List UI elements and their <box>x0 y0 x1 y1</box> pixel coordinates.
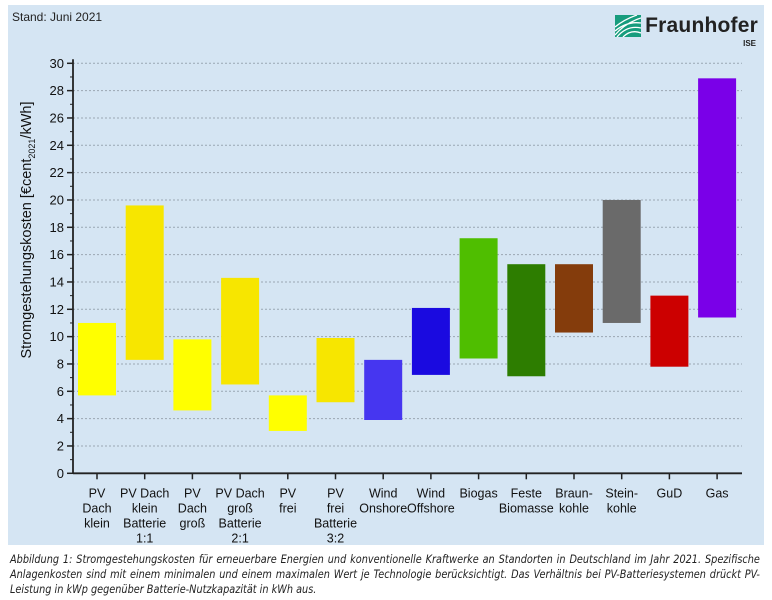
y-axis-label-sub: 2021 <box>27 139 37 159</box>
x-tick-label: PV frei Batterie 3:2 <box>314 486 357 545</box>
x-tick-label-line: Offshore <box>407 501 455 515</box>
x-tick-label-line: kohle <box>607 501 637 515</box>
x-tick-label-line: 2:1 <box>231 531 248 545</box>
x-tick-label: Feste Biomasse <box>499 486 554 515</box>
y-tick-label: 2 <box>57 438 64 453</box>
y-tick-label: 20 <box>50 192 64 207</box>
x-tick-label-line: kohle <box>559 501 589 515</box>
bar-pv-dach-klein <box>78 322 116 396</box>
x-tick-label-line: groß <box>227 501 253 515</box>
x-tick-label-line: Gas <box>706 486 729 500</box>
x-tick-label-line: Wind <box>417 486 446 500</box>
x-tick-label-line: Onshore <box>359 501 407 515</box>
x-tick-label: PV frei <box>279 486 297 515</box>
y-axis-label-main: Stromgestehungskosten [€cent <box>19 159 35 359</box>
x-tick-label-line: Batterie <box>219 516 262 530</box>
x-tick-label-line: Feste <box>511 486 542 500</box>
x-tick-label-line: Dach <box>82 501 111 515</box>
bar-pv-frei <box>268 395 307 431</box>
y-tick-label: 14 <box>50 274 64 289</box>
x-tick-label-line: 3:2 <box>327 531 344 545</box>
x-tick-label-line: Stein- <box>605 486 638 500</box>
bar-pv-dach-groß-batterie-2-1 <box>221 277 260 385</box>
x-tick-label-line: groß <box>180 516 206 530</box>
x-tick-label-line: frei <box>279 501 296 515</box>
x-tick-label-line: Wind <box>369 486 398 500</box>
x-tick-label: Stein-kohle <box>605 486 638 515</box>
bar-gas <box>698 78 737 318</box>
y-tick-label: 22 <box>50 165 64 180</box>
x-tick-label: Gas <box>706 486 729 500</box>
x-tick-label: Biogas <box>459 486 497 500</box>
y-tick-label: 26 <box>50 110 64 125</box>
x-tick-label-line: PV <box>279 486 296 500</box>
x-tick-label: GuD <box>657 486 683 500</box>
y-tick-label: 4 <box>57 411 64 426</box>
bars <box>78 78 737 431</box>
y-axis-label-end: /kWh] <box>19 102 35 139</box>
x-tick-label: Wind Onshore <box>359 486 407 515</box>
fraunhofer-logo: Fraunhofer <box>615 14 758 38</box>
x-tick-label-line: klein <box>132 501 158 515</box>
x-tick-label-line: Biomasse <box>499 501 554 515</box>
y-tick-label: 12 <box>50 302 64 317</box>
logo-text: Fraunhofer <box>645 14 758 37</box>
y-tick-label: 30 <box>50 56 64 71</box>
y-tick-label: 10 <box>50 329 64 344</box>
y-tick-label: 18 <box>50 220 64 235</box>
x-tick-label: PV Dach groß <box>178 486 207 530</box>
x-tick-label: PV Dach klein Batterie 1:1 <box>120 486 169 545</box>
x-tick-label: Braun-kohle <box>555 486 593 515</box>
x-tick-label-line: GuD <box>657 486 683 500</box>
y-tick-label: 24 <box>50 138 64 153</box>
x-tick-label-line: Batterie <box>123 516 166 530</box>
x-tick-label-line: PV <box>184 486 201 500</box>
bar-pv-dach-klein-batterie-1-1 <box>125 205 164 360</box>
x-tick-label-line: PV Dach <box>120 486 169 500</box>
status-date: Stand: Juni 2021 <box>12 10 103 24</box>
x-tick-label: Wind Offshore <box>407 486 455 515</box>
logo-subtext: ISE <box>743 39 756 48</box>
gridlines <box>73 62 742 447</box>
y-tick-label: 6 <box>57 384 64 399</box>
y-tick-label: 0 <box>57 466 64 481</box>
bar-stein-kohle <box>602 199 641 323</box>
bar-feste-biomasse <box>507 264 546 377</box>
bar-braun-kohle <box>555 264 593 333</box>
bar-pv-dach-groß <box>173 339 212 411</box>
y-tick-label: 8 <box>57 356 64 371</box>
y-tick-label: 28 <box>50 83 64 98</box>
y-axis-label: Stromgestehungskosten [€cent2021/kWh] <box>19 102 37 359</box>
x-tick-label-line: PV <box>89 486 106 500</box>
fraunhofer-logo-icon <box>615 15 642 37</box>
x-tick-label-line: klein <box>84 516 110 530</box>
x-tick-label: PV Dach klein <box>82 486 111 530</box>
bar-pv-frei-batterie-3-2 <box>316 338 355 403</box>
x-tick-label-line: PV <box>327 486 344 500</box>
bar-wind-offshore <box>411 307 450 375</box>
x-tick-label-line: Braun- <box>555 486 593 500</box>
x-tick-label-line: Dach <box>178 501 207 515</box>
bar-wind-onshore <box>364 359 403 420</box>
x-tick-label-line: PV Dach <box>215 486 264 500</box>
x-tick-label-line: Batterie <box>314 516 357 530</box>
x-tick-label-line: Biogas <box>459 486 497 500</box>
bar-biogas <box>459 238 498 359</box>
x-tick-label-line: 1:1 <box>136 531 153 545</box>
bar-gud <box>650 295 689 367</box>
figure-caption: Abbildung 1: Stromgestehungskosten für e… <box>10 553 760 596</box>
y-tick-label: 16 <box>50 247 64 262</box>
x-tick-label: PV Dach groß Batterie 2:1 <box>215 486 264 545</box>
x-tick-label-line: frei <box>327 501 344 515</box>
